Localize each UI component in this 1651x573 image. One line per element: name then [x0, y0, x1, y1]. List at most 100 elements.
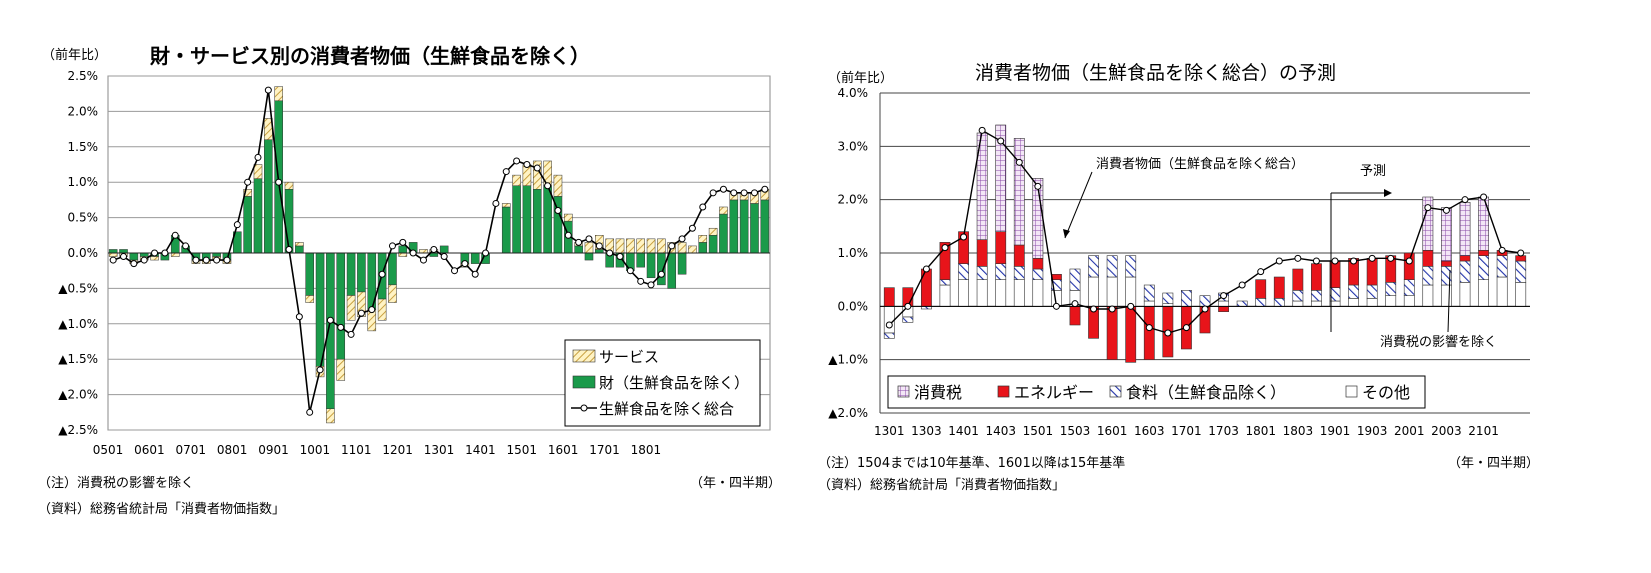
- chart1-line-point: [564, 231, 572, 239]
- chart1-line-point: [109, 256, 117, 264]
- chart1-line-point: [709, 189, 717, 197]
- chart2-bar-energy: [1125, 306, 1137, 363]
- chart2-line-point: [1201, 305, 1209, 313]
- chart1-line-point: [761, 185, 769, 193]
- chart1-line-point: [430, 245, 438, 253]
- chart1-bar-goods: [532, 189, 542, 254]
- chart2-line-point: [941, 244, 949, 252]
- chart2-bar-other: [1496, 276, 1508, 307]
- chart1-line-point: [523, 161, 531, 168]
- chart2-bar-other: [1422, 284, 1434, 307]
- chart2-bar-other: [883, 306, 895, 334]
- chart2-bar-other: [1032, 279, 1044, 307]
- chart1-legend-goods: 財（生鮮食品を除く）: [599, 374, 749, 392]
- chart2-bar-energy: [1013, 244, 1025, 267]
- chart2-bar-other: [1106, 276, 1118, 307]
- chart1-line-point: [544, 182, 552, 190]
- chart1-bar-goods: [346, 252, 356, 296]
- chart2-ytick: ▲2.0%: [828, 406, 868, 420]
- chart2-bar-energy: [1292, 268, 1304, 291]
- chart2-xtick: 1403: [985, 424, 1016, 438]
- chart2-bar-energy: [1143, 306, 1155, 360]
- chart1-line-point: [616, 253, 624, 261]
- chart1-bar-services: [170, 252, 180, 257]
- chart2-annotation-cpi-arrowhead: [1063, 229, 1070, 238]
- chart1-bar-goods: [129, 252, 139, 261]
- chart1-line-point: [326, 316, 334, 324]
- chart2-line-point: [1424, 204, 1432, 212]
- chart1-xtick: 0701: [175, 443, 206, 457]
- chart1-bar-services: [419, 249, 428, 254]
- chart2-xtick: 1401: [948, 424, 979, 438]
- chart2-bar-food: [902, 316, 914, 323]
- chart1-xtick: 1301: [424, 443, 455, 457]
- chart1-bar-goods: [315, 252, 325, 367]
- chart1-bar-goods: [336, 252, 346, 360]
- chart1-bar-goods: [667, 252, 677, 289]
- chart1-line-point: [461, 260, 469, 268]
- chart2-xtick: 2003: [1431, 424, 1462, 438]
- chart2-line-point: [1052, 302, 1060, 310]
- chart2-bar-energy: [1441, 260, 1452, 267]
- chart2-ytick: 1.0%: [838, 246, 869, 260]
- chart1-bar-services: [615, 238, 625, 254]
- chart2-bar-other: [1311, 300, 1322, 307]
- chart2-legend-energy: エネルギー: [1014, 383, 1094, 402]
- chart1-bar-goods: [646, 252, 656, 279]
- chart2-plot: 4.0% 3.0% 2.0% 1.0% 0.0% ▲1.0% ▲2.0% 1301 1303 14…: [828, 86, 1530, 438]
- chart1-bar-services: [274, 86, 283, 102]
- chart1-line-point: [378, 270, 386, 278]
- chart1-bar-goods: [253, 178, 263, 254]
- chart2-xtick: 1901: [1320, 424, 1351, 438]
- chart2-bar-tax: [1441, 207, 1452, 262]
- chart2-bar-energy: [1459, 255, 1471, 262]
- chart1-bar-goods: [108, 249, 118, 254]
- chart2-bar-food: [1496, 255, 1508, 278]
- chart1-line-point: [688, 224, 696, 232]
- chart1-bar-goods: [398, 245, 408, 254]
- chart1-bar-services: [108, 252, 118, 257]
- chart2-bar-food: [1199, 295, 1211, 307]
- chart2-legend-food: 食料（生鮮食品除く）: [1126, 383, 1286, 402]
- chart1-bar-goods: [729, 199, 739, 254]
- chart2-xtick: 1603: [1134, 424, 1165, 438]
- chart1-bar-goods: [470, 252, 480, 264]
- chart2-bar-food: [1125, 255, 1137, 278]
- chart1-bar-services: [150, 256, 159, 261]
- chart2-bar-food: [1181, 290, 1192, 307]
- chart2-bar-energy: [1218, 306, 1229, 312]
- chart2-xtick: 1501: [1023, 424, 1054, 438]
- chart2-bar-food: [976, 266, 988, 280]
- chart1-line-total: [112, 90, 766, 413]
- chart1-bar-services: [243, 189, 252, 197]
- chart2-bar-food: [1478, 255, 1489, 280]
- chart2-xtick: 2001: [1394, 424, 1425, 438]
- chart2-forecast-arrowhead: [1384, 189, 1392, 197]
- chart1-line-point: [482, 249, 490, 257]
- chart2-legend-tax: 消費税: [914, 383, 962, 402]
- chart2-xtick: 1503: [1060, 424, 1091, 438]
- chart1-bar-goods: [284, 189, 294, 254]
- chart1-line-point: [750, 189, 758, 197]
- chart1-line-point: [213, 256, 221, 264]
- chart2-ytick: 0.0%: [838, 299, 869, 313]
- chart1-bar-goods: [574, 245, 583, 254]
- chart1-bar-goods: [750, 203, 759, 254]
- chart1-bar-services: [326, 408, 335, 424]
- chart2-line-point: [1182, 324, 1190, 332]
- chart2-xtick: 1301: [874, 424, 905, 438]
- chart2-bar-other: [1515, 282, 1527, 307]
- chart2-line-point: [1015, 158, 1023, 166]
- chart1-bar-goods: [522, 185, 532, 254]
- chart2-bar-food: [939, 279, 951, 286]
- chart2-xlabel: （年・四半期）: [1448, 456, 1540, 471]
- chart2-line-point: [997, 137, 1005, 145]
- chart1-bar-services: [688, 245, 697, 254]
- chart1-bar-goods: [636, 252, 645, 268]
- chart1-line-point: [140, 256, 148, 264]
- chart1-bar-services: [501, 203, 511, 208]
- chart1-bar-services: [512, 174, 521, 186]
- chart1-bar-services: [657, 238, 666, 254]
- chart2-bar-other: [1441, 284, 1452, 307]
- chart1-line-point: [192, 256, 200, 264]
